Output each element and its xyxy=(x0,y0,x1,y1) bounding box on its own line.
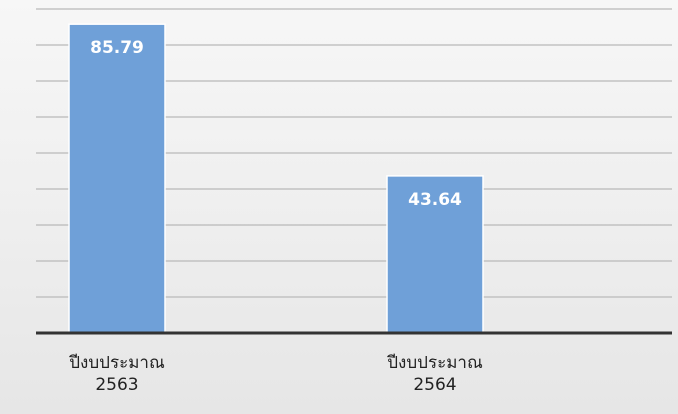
data-label-2563: 85.79 xyxy=(90,38,144,58)
data-labels: 85.79 43.64 xyxy=(90,38,462,210)
category-label-line1: ปีงบประมาณ xyxy=(69,353,165,373)
bars xyxy=(68,23,484,334)
category-label-2564: ปีงบประมาณ 2564 xyxy=(345,352,525,396)
category-label-line1: ปีงบประมาณ xyxy=(387,353,483,373)
category-label-line2: 2564 xyxy=(413,375,457,395)
category-label-line2: 2563 xyxy=(95,375,139,395)
data-label-2564: 43.64 xyxy=(408,190,462,210)
bar-2563 xyxy=(68,23,166,334)
category-label-2563: ปีงบประมาณ 2563 xyxy=(27,352,207,396)
